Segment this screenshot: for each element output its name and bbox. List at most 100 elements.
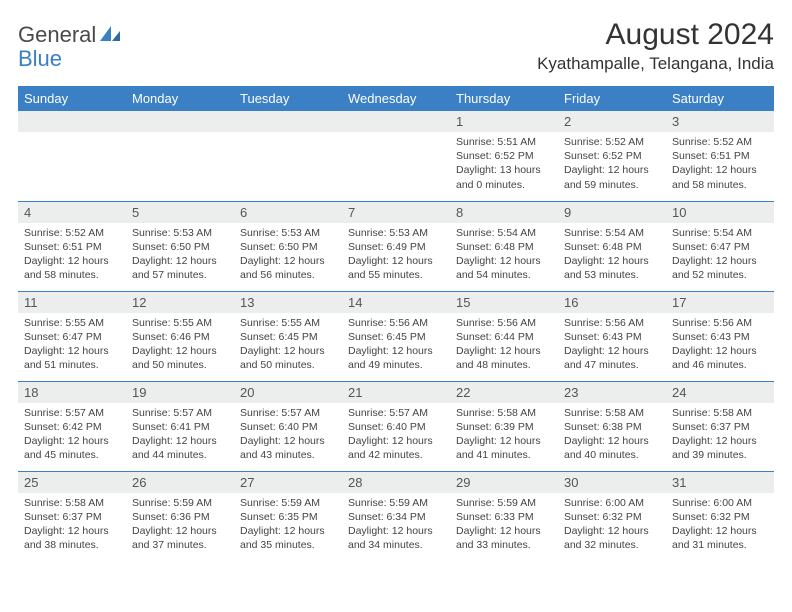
daylight-text: Daylight: 12 hours and 55 minutes. — [348, 254, 444, 282]
daylight-text: Daylight: 12 hours and 46 minutes. — [672, 344, 768, 372]
daylight-text: Daylight: 12 hours and 54 minutes. — [456, 254, 552, 282]
sunrise-text: Sunrise: 5:58 AM — [672, 406, 768, 420]
calendar-week-row: 11Sunrise: 5:55 AMSunset: 6:47 PMDayligh… — [18, 291, 774, 381]
sunrise-text: Sunrise: 5:57 AM — [24, 406, 120, 420]
sunrise-text: Sunrise: 5:56 AM — [564, 316, 660, 330]
calendar-day-cell — [234, 111, 342, 201]
calendar-day-cell: 27Sunrise: 5:59 AMSunset: 6:35 PMDayligh… — [234, 471, 342, 561]
calendar-day-cell: 10Sunrise: 5:54 AMSunset: 6:47 PMDayligh… — [666, 201, 774, 291]
daylight-text: Daylight: 12 hours and 57 minutes. — [132, 254, 228, 282]
day-number: 11 — [18, 292, 126, 313]
logo-word1: General — [18, 22, 96, 48]
day-details: Sunrise: 5:53 AMSunset: 6:50 PMDaylight:… — [126, 223, 234, 289]
day-number: 13 — [234, 292, 342, 313]
day-details: Sunrise: 5:58 AMSunset: 6:38 PMDaylight:… — [558, 403, 666, 469]
calendar-day-cell: 29Sunrise: 5:59 AMSunset: 6:33 PMDayligh… — [450, 471, 558, 561]
day-number: 31 — [666, 472, 774, 493]
sunset-text: Sunset: 6:34 PM — [348, 510, 444, 524]
sunrise-text: Sunrise: 5:52 AM — [24, 226, 120, 240]
calendar-day-cell: 30Sunrise: 6:00 AMSunset: 6:32 PMDayligh… — [558, 471, 666, 561]
daylight-text: Daylight: 12 hours and 56 minutes. — [240, 254, 336, 282]
calendar-body: 1Sunrise: 5:51 AMSunset: 6:52 PMDaylight… — [18, 111, 774, 561]
sunrise-text: Sunrise: 5:53 AM — [240, 226, 336, 240]
day-number: 7 — [342, 202, 450, 223]
day-details: Sunrise: 5:53 AMSunset: 6:49 PMDaylight:… — [342, 223, 450, 289]
calendar-day-cell: 2Sunrise: 5:52 AMSunset: 6:52 PMDaylight… — [558, 111, 666, 201]
calendar-day-cell: 20Sunrise: 5:57 AMSunset: 6:40 PMDayligh… — [234, 381, 342, 471]
day-number: 6 — [234, 202, 342, 223]
calendar-day-cell — [18, 111, 126, 201]
day-details: Sunrise: 5:55 AMSunset: 6:46 PMDaylight:… — [126, 313, 234, 379]
calendar-day-cell: 8 Sunrise: 5:54 AMSunset: 6:48 PMDaylight… — [450, 201, 558, 291]
weekday-header: Friday — [558, 86, 666, 111]
day-details: Sunrise: 5:52 AMSunset: 6:52 PMDaylight:… — [558, 132, 666, 198]
day-number: 28 — [342, 472, 450, 493]
day-number: 19 — [126, 382, 234, 403]
sunrise-text: Sunrise: 5:57 AM — [348, 406, 444, 420]
sunrise-text: Sunrise: 5:52 AM — [672, 135, 768, 149]
calendar-day-cell: 9Sunrise: 5:54 AMSunset: 6:48 PMDaylight… — [558, 201, 666, 291]
sunset-text: Sunset: 6:32 PM — [564, 510, 660, 524]
sunset-text: Sunset: 6:45 PM — [240, 330, 336, 344]
day-number: 30 — [558, 472, 666, 493]
sunset-text: Sunset: 6:42 PM — [24, 420, 120, 434]
sunset-text: Sunset: 6:40 PM — [348, 420, 444, 434]
day-number: 22 — [450, 382, 558, 403]
calendar-day-cell — [342, 111, 450, 201]
daylight-text: Daylight: 12 hours and 53 minutes. — [564, 254, 660, 282]
calendar-day-cell: 23Sunrise: 5:58 AMSunset: 6:38 PMDayligh… — [558, 381, 666, 471]
sunrise-text: Sunrise: 5:54 AM — [456, 226, 552, 240]
day-details: Sunrise: 5:57 AMSunset: 6:40 PMDaylight:… — [342, 403, 450, 469]
sunset-text: Sunset: 6:40 PM — [240, 420, 336, 434]
day-number: 20 — [234, 382, 342, 403]
day-details: Sunrise: 5:52 AMSunset: 6:51 PMDaylight:… — [18, 223, 126, 289]
weekday-header-row: Sunday Monday Tuesday Wednesday Thursday… — [18, 86, 774, 111]
day-number — [342, 111, 450, 132]
sunrise-text: Sunrise: 5:52 AM — [564, 135, 660, 149]
sunrise-text: Sunrise: 5:59 AM — [456, 496, 552, 510]
daylight-text: Daylight: 12 hours and 38 minutes. — [24, 524, 120, 552]
day-details: Sunrise: 5:58 AMSunset: 6:37 PMDaylight:… — [18, 493, 126, 559]
calendar-day-cell: 24Sunrise: 5:58 AMSunset: 6:37 PMDayligh… — [666, 381, 774, 471]
sunrise-text: Sunrise: 5:57 AM — [132, 406, 228, 420]
day-number: 15 — [450, 292, 558, 313]
sunset-text: Sunset: 6:37 PM — [672, 420, 768, 434]
calendar-day-cell: 3Sunrise: 5:52 AMSunset: 6:51 PMDaylight… — [666, 111, 774, 201]
calendar-day-cell: 26Sunrise: 5:59 AMSunset: 6:36 PMDayligh… — [126, 471, 234, 561]
logo-sail-icon — [100, 23, 122, 48]
daylight-text: Daylight: 12 hours and 52 minutes. — [672, 254, 768, 282]
daylight-text: Daylight: 12 hours and 48 minutes. — [456, 344, 552, 372]
sunrise-text: Sunrise: 5:59 AM — [348, 496, 444, 510]
sunrise-text: Sunrise: 5:54 AM — [564, 226, 660, 240]
day-details: Sunrise: 5:55 AMSunset: 6:47 PMDaylight:… — [18, 313, 126, 379]
sunrise-text: Sunrise: 5:55 AM — [24, 316, 120, 330]
daylight-text: Daylight: 12 hours and 43 minutes. — [240, 434, 336, 462]
calendar-day-cell: 1Sunrise: 5:51 AMSunset: 6:52 PMDaylight… — [450, 111, 558, 201]
day-number: 8 — [450, 202, 558, 223]
daylight-text: Daylight: 12 hours and 49 minutes. — [348, 344, 444, 372]
sunrise-text: Sunrise: 5:59 AM — [240, 496, 336, 510]
day-details: Sunrise: 5:54 AMSunset: 6:48 PMDaylight:… — [558, 223, 666, 289]
day-number: 23 — [558, 382, 666, 403]
day-details: Sunrise: 5:59 AMSunset: 6:36 PMDaylight:… — [126, 493, 234, 559]
header: General August 2024 Kyathampalle, Telang… — [18, 18, 774, 74]
day-number: 29 — [450, 472, 558, 493]
day-details: Sunrise: 5:57 AMSunset: 6:42 PMDaylight:… — [18, 403, 126, 469]
calendar-day-cell: 7Sunrise: 5:53 AMSunset: 6:49 PMDaylight… — [342, 201, 450, 291]
day-number: 2 — [558, 111, 666, 132]
day-number: 17 — [666, 292, 774, 313]
daylight-text: Daylight: 12 hours and 42 minutes. — [348, 434, 444, 462]
sunset-text: Sunset: 6:49 PM — [348, 240, 444, 254]
daylight-text: Daylight: 13 hours and 0 minutes. — [456, 163, 552, 191]
calendar-day-cell: 5Sunrise: 5:53 AMSunset: 6:50 PMDaylight… — [126, 201, 234, 291]
sunrise-text: Sunrise: 5:53 AM — [132, 226, 228, 240]
sunset-text: Sunset: 6:48 PM — [456, 240, 552, 254]
daylight-text: Daylight: 12 hours and 58 minutes. — [24, 254, 120, 282]
calendar-day-cell: 13Sunrise: 5:55 AMSunset: 6:45 PMDayligh… — [234, 291, 342, 381]
daylight-text: Daylight: 12 hours and 34 minutes. — [348, 524, 444, 552]
sunset-text: Sunset: 6:47 PM — [24, 330, 120, 344]
daylight-text: Daylight: 12 hours and 40 minutes. — [564, 434, 660, 462]
day-number: 16 — [558, 292, 666, 313]
day-number: 18 — [18, 382, 126, 403]
sunset-text: Sunset: 6:32 PM — [672, 510, 768, 524]
